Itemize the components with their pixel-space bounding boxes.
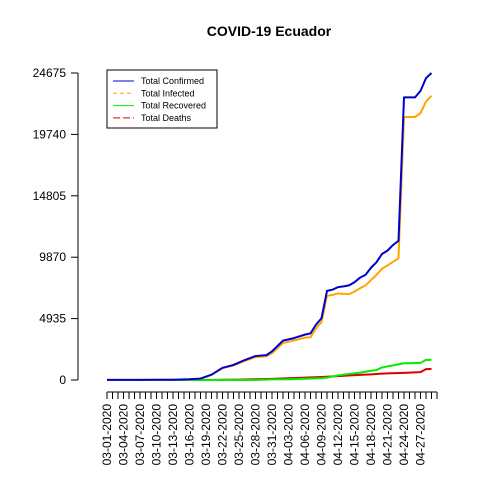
legend-label: Total Confirmed bbox=[141, 76, 204, 86]
y-tick-label: 9870 bbox=[39, 250, 66, 264]
x-tick-label: 03-28-2020 bbox=[249, 404, 263, 466]
chart-title: COVID-19 Ecuador bbox=[207, 23, 332, 39]
series-line-total-deaths bbox=[106, 368, 432, 381]
x-tick-label: 04-24-2020 bbox=[397, 404, 411, 466]
x-tick-label: 03-04-2020 bbox=[117, 404, 131, 466]
x-tick-label: 03-25-2020 bbox=[232, 404, 246, 466]
x-tick-label: 04-06-2020 bbox=[298, 404, 312, 466]
legend-label: Total Recovered bbox=[141, 101, 206, 111]
plot-lines bbox=[106, 72, 433, 381]
x-tick-label: 04-21-2020 bbox=[381, 404, 395, 466]
x-tick-label: 04-27-2020 bbox=[414, 404, 428, 466]
legend: Total Confirmed Total Infected Total Recov… bbox=[106, 69, 218, 129]
series-line-total-recovered bbox=[107, 358, 432, 381]
y-tick-label: 24675 bbox=[33, 66, 67, 80]
x-tick-label: 04-09-2020 bbox=[315, 404, 329, 466]
x-tick-label: 03-19-2020 bbox=[199, 404, 213, 466]
x-tick-label: 04-18-2020 bbox=[364, 404, 378, 466]
x-tick-label: 04-12-2020 bbox=[331, 404, 345, 466]
y-axis: 0 4935 9870 14805 19740 24675 bbox=[33, 66, 79, 387]
x-tick-label: 03-01-2020 bbox=[100, 404, 114, 466]
x-tick-label: 03-10-2020 bbox=[150, 404, 164, 466]
y-tick-label: 19740 bbox=[33, 127, 67, 141]
x-axis: 03-01-2020 03-04-2020 03-07-2020 03-10-2020… bbox=[100, 391, 438, 466]
y-tick-label: 0 bbox=[59, 373, 66, 387]
x-tick-label: 03-07-2020 bbox=[133, 404, 147, 466]
y-tick-label: 14805 bbox=[33, 189, 67, 203]
series-line-total-confirmed bbox=[106, 72, 433, 381]
series-line-total-infected bbox=[106, 95, 433, 381]
x-tick-label: 03-31-2020 bbox=[265, 404, 279, 466]
x-tick-label: 04-03-2020 bbox=[282, 404, 296, 466]
legend-label: Total Infected bbox=[141, 88, 195, 98]
x-tick-label: 03-13-2020 bbox=[166, 404, 180, 466]
y-tick-label: 4935 bbox=[39, 312, 66, 326]
legend-label: Total Deaths bbox=[141, 113, 192, 123]
x-tick-label: 04-15-2020 bbox=[348, 404, 362, 466]
x-tick-label: 03-16-2020 bbox=[183, 404, 197, 466]
x-tick-label: 03-22-2020 bbox=[216, 404, 230, 466]
